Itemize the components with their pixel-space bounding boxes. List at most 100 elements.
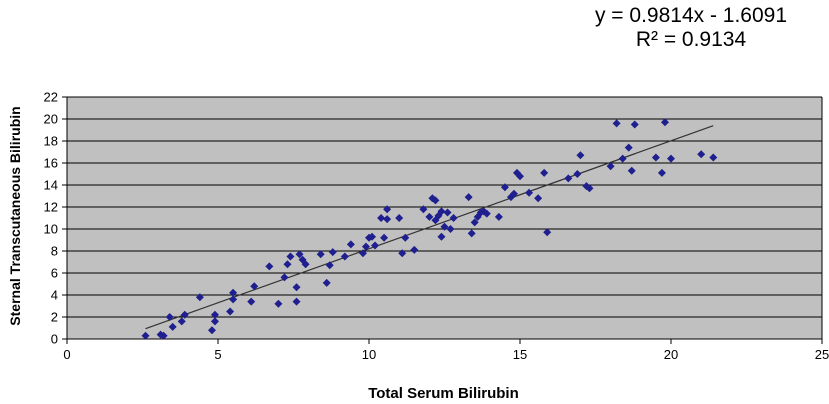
data-point: [540, 168, 549, 177]
data-point: [325, 261, 334, 270]
data-point: [265, 262, 274, 271]
data-point: [437, 207, 446, 216]
data-point: [159, 331, 168, 340]
data-point: [543, 228, 552, 237]
data-point: [464, 193, 473, 202]
data-point: [651, 153, 660, 162]
y-tick-label: 10: [44, 222, 58, 237]
data-point: [440, 222, 449, 231]
data-point: [295, 250, 304, 259]
data-point: [606, 162, 615, 171]
data-point: [292, 297, 301, 306]
data-point: [286, 252, 295, 261]
data-point: [328, 248, 337, 257]
trendline: [145, 125, 714, 330]
data-point: [443, 208, 452, 217]
data-point: [395, 214, 404, 222]
data-point: [618, 154, 627, 163]
data-point: [210, 310, 219, 319]
data-point: [482, 209, 491, 218]
x-tick-label: 15: [513, 347, 527, 362]
y-tick-label: 2: [51, 310, 58, 325]
data-point: [470, 218, 479, 227]
data-point: [410, 245, 419, 254]
data-point: [398, 249, 407, 258]
data-point: [301, 260, 310, 269]
data-point: [612, 119, 621, 128]
data-point: [165, 313, 174, 321]
data-point: [697, 150, 706, 159]
data-point: [383, 205, 392, 214]
plot-area: [67, 97, 822, 339]
data-point: [446, 225, 455, 233]
data-point: [509, 189, 518, 198]
y-axis-label: Sternal Transcutaneous Bilirubin: [7, 106, 23, 325]
x-axis-label: Total Serum Bilirubin: [368, 385, 519, 402]
data-point: [709, 153, 718, 162]
data-point: [449, 214, 458, 222]
data-point: [576, 151, 585, 160]
data-point: [180, 310, 189, 319]
y-tick-label: 8: [51, 244, 58, 259]
tick-labels: 0 5 10 15 20 25 0 2 4 6 8 10 12 14 16 18 20 22: [44, 90, 829, 363]
data-point: [280, 273, 289, 282]
data-points: [141, 118, 718, 340]
data-point: [250, 282, 259, 291]
data-point: [177, 317, 186, 326]
y-tick-label: 22: [44, 90, 58, 105]
data-point: [358, 249, 367, 258]
data-point: [316, 250, 325, 259]
data-point: [210, 317, 219, 326]
data-point: [274, 299, 283, 308]
data-point: [322, 278, 331, 287]
data-point: [401, 233, 410, 242]
y-tick-label: 14: [44, 178, 58, 193]
data-point: [564, 174, 573, 183]
data-point: [660, 118, 669, 127]
data-point: [419, 205, 428, 214]
data-point: [247, 297, 256, 306]
data-point: [195, 293, 204, 302]
data-point: [437, 232, 446, 241]
data-point: [573, 170, 582, 178]
data-point: [627, 166, 636, 175]
data-point: [534, 194, 543, 203]
data-point: [431, 196, 440, 205]
data-point: [425, 212, 434, 221]
data-point: [630, 120, 639, 129]
y-tick-label: 18: [44, 134, 58, 149]
data-point: [467, 229, 476, 238]
data-point: [371, 241, 380, 250]
x-tick-label: 20: [664, 347, 678, 362]
data-point: [383, 215, 392, 224]
data-point: [207, 326, 216, 335]
data-point: [229, 288, 238, 297]
r-squared-value: R² = 0.9134: [635, 28, 747, 51]
data-point: [283, 260, 292, 269]
data-point: [380, 233, 389, 242]
x-tick-label: 0: [63, 347, 70, 362]
gridlines: [67, 96, 822, 318]
data-point: [226, 307, 235, 316]
data-point: [516, 172, 524, 181]
data-point: [346, 240, 355, 249]
data-point: [667, 154, 675, 163]
data-point: [168, 322, 177, 331]
axes: [66, 97, 823, 340]
y-tick-label: 6: [51, 266, 58, 281]
data-point: [340, 252, 349, 261]
data-point: [657, 168, 666, 177]
y-tick-label: 0: [51, 332, 58, 347]
data-point: [229, 295, 238, 304]
y-tick-label: 20: [44, 112, 58, 127]
x-tick-label: 25: [815, 347, 829, 362]
regression-equation: y = 0.9814x - 1.6091: [594, 4, 788, 27]
data-point: [500, 183, 509, 192]
data-point: [585, 184, 594, 193]
y-tick-label: 4: [51, 288, 58, 303]
data-point: [377, 214, 386, 222]
x-tick-label: 10: [362, 347, 376, 362]
data-point: [494, 212, 503, 221]
y-tick-label: 12: [44, 200, 58, 215]
